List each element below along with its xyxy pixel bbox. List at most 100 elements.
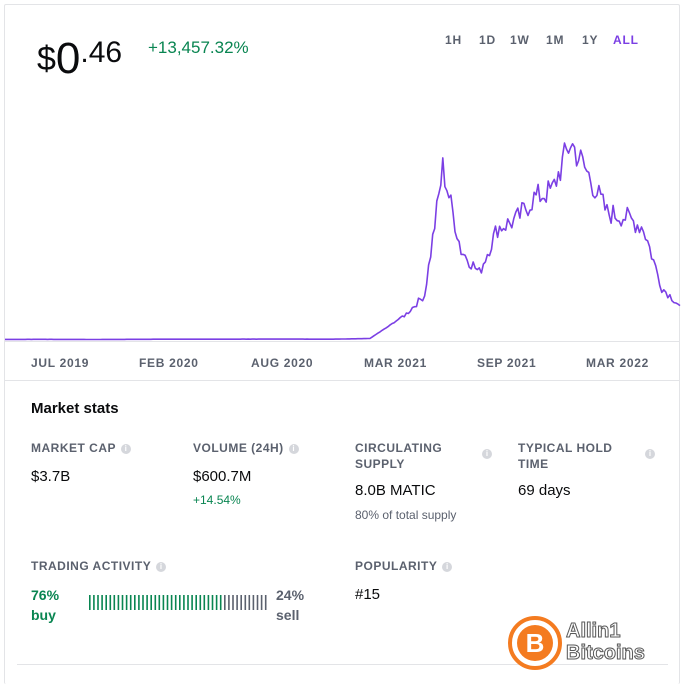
circulating-supply-value: 8.0B MATIC [355, 482, 436, 499]
watermark-logo: B Allin1 Bitcoins [508, 616, 668, 672]
current-price: $ 0 .46 [37, 33, 122, 85]
range-1h[interactable]: 1H [445, 33, 462, 47]
price-change-percent: +13,457.32% [148, 38, 249, 57]
circulating-supply-sub: 80% of total supply [355, 508, 457, 522]
price-decimal: .46 [80, 36, 123, 69]
buy-tick [129, 595, 132, 610]
info-icon[interactable]: i [442, 562, 453, 572]
price-integer: 0 [55, 34, 81, 83]
trading-activity-label: TRADING ACTIVITY [31, 559, 152, 573]
sell-tick [236, 595, 238, 610]
typical-hold-time-value: 69 days [518, 482, 571, 499]
sell-tick [224, 595, 226, 610]
trading-activity-stat: TRADING ACTIVITY i [31, 558, 167, 574]
x-tick-label: MAR 2022 [586, 356, 649, 370]
x-tick-label: MAR 2021 [364, 356, 427, 370]
buy-tick [142, 595, 144, 610]
buy-tick [154, 595, 157, 610]
circulating-supply-label: CIRCULATING SUPPLY [355, 440, 495, 472]
buy-tick [150, 595, 152, 610]
circulating-supply-label-line1: CIRCULATING [355, 441, 443, 455]
range-1d[interactable]: 1D [479, 33, 496, 47]
volume-value: $600.7M [193, 468, 252, 485]
x-tick-label: AUG 2020 [251, 356, 314, 370]
price-line-chart[interactable] [0, 0, 684, 345]
sell-label: sell [276, 607, 300, 623]
price-chart-card [4, 4, 680, 684]
buy-tick [97, 595, 99, 610]
typical-hold-time-stat: TYPICAL HOLD TIME i 69 days [518, 440, 658, 499]
buy-tick [199, 595, 202, 610]
buy-tick [125, 595, 128, 610]
typical-hold-time-label: TYPICAL HOLD TIME [518, 440, 658, 472]
range-all[interactable]: ALL [613, 33, 639, 47]
sell-tick [252, 595, 255, 610]
market-cap-stat: MARKET CAP i $3.7B [31, 440, 131, 485]
volume-change: +14.54% [193, 493, 241, 507]
buy-tick [105, 595, 107, 610]
circulating-supply-label-line2: SUPPLY [355, 457, 405, 471]
sell-pct-value: 24% [276, 587, 305, 603]
info-icon[interactable]: i [156, 562, 167, 572]
range-1m[interactable]: 1M [546, 33, 565, 47]
buy-tick [183, 595, 185, 610]
info-icon[interactable]: i [121, 444, 131, 454]
buy-label: buy [31, 607, 56, 623]
buy-tick [191, 595, 193, 610]
buy-tick [215, 595, 218, 610]
sell-tick [256, 595, 259, 610]
buy-tick [89, 595, 91, 610]
trading-activity-bar [89, 595, 267, 610]
typical-hold-label-line2: TIME [518, 457, 549, 471]
buy-tick [187, 595, 189, 610]
price-series-line [5, 142, 681, 341]
volume-stat: VOLUME (24H) i $600.7M +14.54% [193, 440, 299, 507]
sell-tick [232, 595, 234, 610]
buy-tick [162, 595, 165, 610]
popularity-value: #15 [355, 586, 381, 603]
buy-tick [219, 595, 222, 610]
sell-tick [248, 595, 251, 610]
buy-tick [211, 595, 214, 610]
bitcoin-symbol: B [517, 625, 553, 661]
buy-tick [109, 595, 112, 610]
buy-tick [174, 595, 177, 610]
popularity-stat: POPULARITY i #15 [355, 558, 453, 603]
popularity-label: POPULARITY [355, 559, 438, 573]
x-axis-line [5, 341, 680, 342]
buy-pct-value: 76% [31, 587, 60, 603]
buy-tick [101, 595, 103, 610]
x-tick-label: SEP 2021 [477, 356, 537, 370]
buy-tick [207, 595, 210, 610]
buy-tick [117, 595, 120, 610]
market-cap-label: MARKET CAP [31, 441, 116, 455]
time-range-selector: 1H 1D 1W 1M 1Y ALL [0, 33, 684, 47]
info-icon[interactable]: i [645, 449, 655, 459]
section-divider [5, 380, 680, 381]
sell-tick [244, 595, 247, 610]
x-tick-label: JUL 2019 [31, 356, 90, 370]
buy-tick [138, 595, 140, 610]
sell-tick [260, 595, 263, 610]
range-1w[interactable]: 1W [510, 33, 530, 47]
price-currency: $ [37, 40, 56, 78]
buy-percentage: 76% buy [31, 585, 59, 625]
buy-tick [158, 595, 161, 610]
bottom-divider [17, 664, 668, 665]
circulating-supply-stat: CIRCULATING SUPPLY i 8.0B MATIC 80% of t… [355, 440, 495, 522]
typical-hold-label-line1: TYPICAL HOLD [518, 441, 613, 455]
buy-tick [166, 595, 169, 610]
x-tick-label: FEB 2020 [139, 356, 199, 370]
market-stats-title: Market stats [31, 400, 119, 417]
info-icon[interactable]: i [288, 444, 299, 454]
volume-label: VOLUME (24H) [193, 441, 284, 455]
market-cap-value: $3.7B [31, 468, 71, 485]
sell-tick [240, 595, 242, 610]
info-icon[interactable]: i [482, 449, 492, 459]
sell-tick [264, 595, 267, 610]
buy-tick [170, 595, 173, 610]
bitcoin-logo-icon: B [508, 616, 562, 670]
range-1y[interactable]: 1Y [582, 33, 599, 47]
buy-tick [134, 595, 136, 610]
buy-tick [93, 595, 95, 610]
